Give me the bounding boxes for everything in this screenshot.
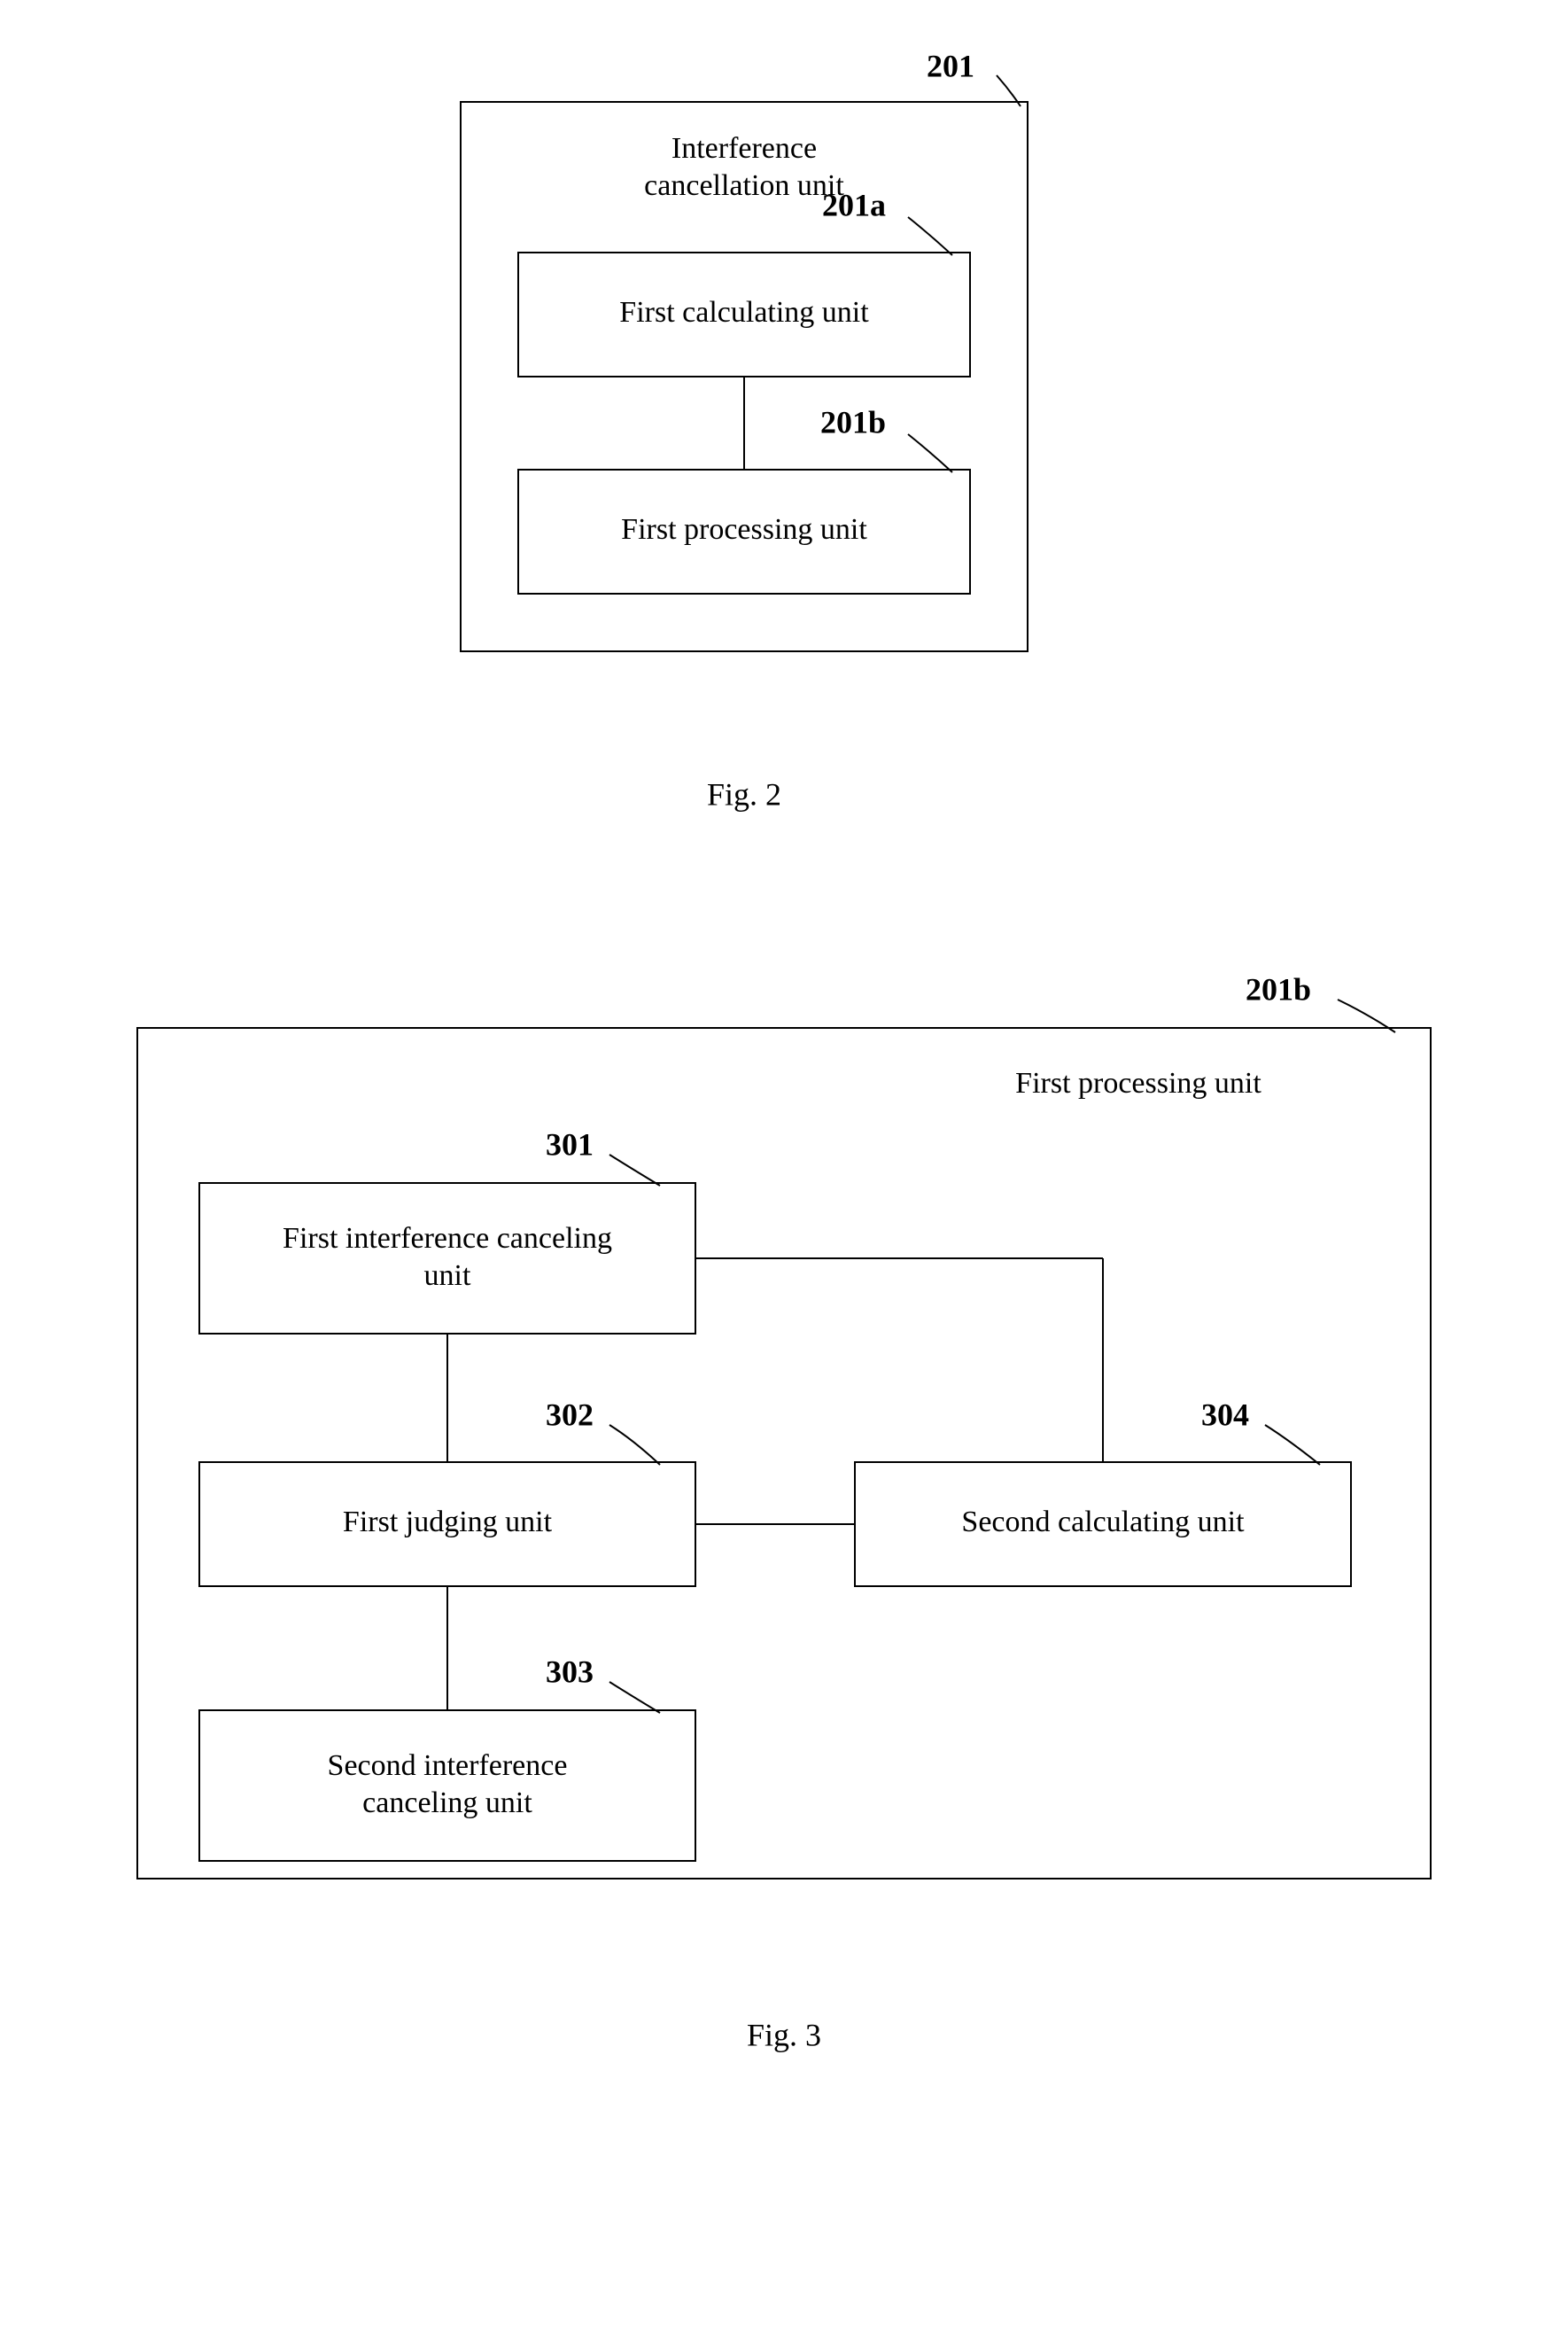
fig3-box-303-callout <box>609 1682 660 1713</box>
fig3-box-301-text2: unit <box>424 1259 471 1292</box>
fig2-box-201a-label: 201a <box>822 187 886 222</box>
fig3-box-302-text: First judging unit <box>343 1506 553 1538</box>
fig2-box-201b-label: 201b <box>820 404 886 440</box>
fig3-box-304-text: Second calculating unit <box>961 1506 1245 1538</box>
fig3-box-301-callout <box>609 1155 660 1186</box>
fig2-title-line2: cancellation unit <box>644 169 844 202</box>
fig3-title: First processing unit <box>1015 1067 1261 1100</box>
fig2-title-line1: Interference <box>671 132 817 165</box>
fig2-box-201a-text: First calculating unit <box>619 296 869 329</box>
fig3-box-302-label: 302 <box>546 1397 594 1432</box>
fig3-box-304-label: 304 <box>1201 1397 1249 1432</box>
fig2-caption: Fig. 2 <box>707 776 781 812</box>
fig3-box-302-callout <box>609 1425 660 1465</box>
fig3-box-301-label: 301 <box>546 1126 594 1162</box>
fig3-box-303-text2: canceling unit <box>362 1786 532 1819</box>
fig2-box-201b-text: First processing unit <box>621 513 867 546</box>
fig3-caption: Fig. 3 <box>747 2017 821 2052</box>
fig3-box-301-text1: First interference canceling <box>283 1222 612 1255</box>
fig3-box-303-label: 303 <box>546 1654 594 1689</box>
fig2-box-201b-callout <box>908 434 952 472</box>
fig2-box-201a-callout <box>908 217 952 255</box>
fig3-box-303-text1: Second interference <box>328 1749 568 1782</box>
fig3-box-304-callout <box>1265 1425 1320 1465</box>
fig3-outer-label: 201b <box>1246 971 1311 1007</box>
fig2-outer-label: 201 <box>927 48 974 83</box>
